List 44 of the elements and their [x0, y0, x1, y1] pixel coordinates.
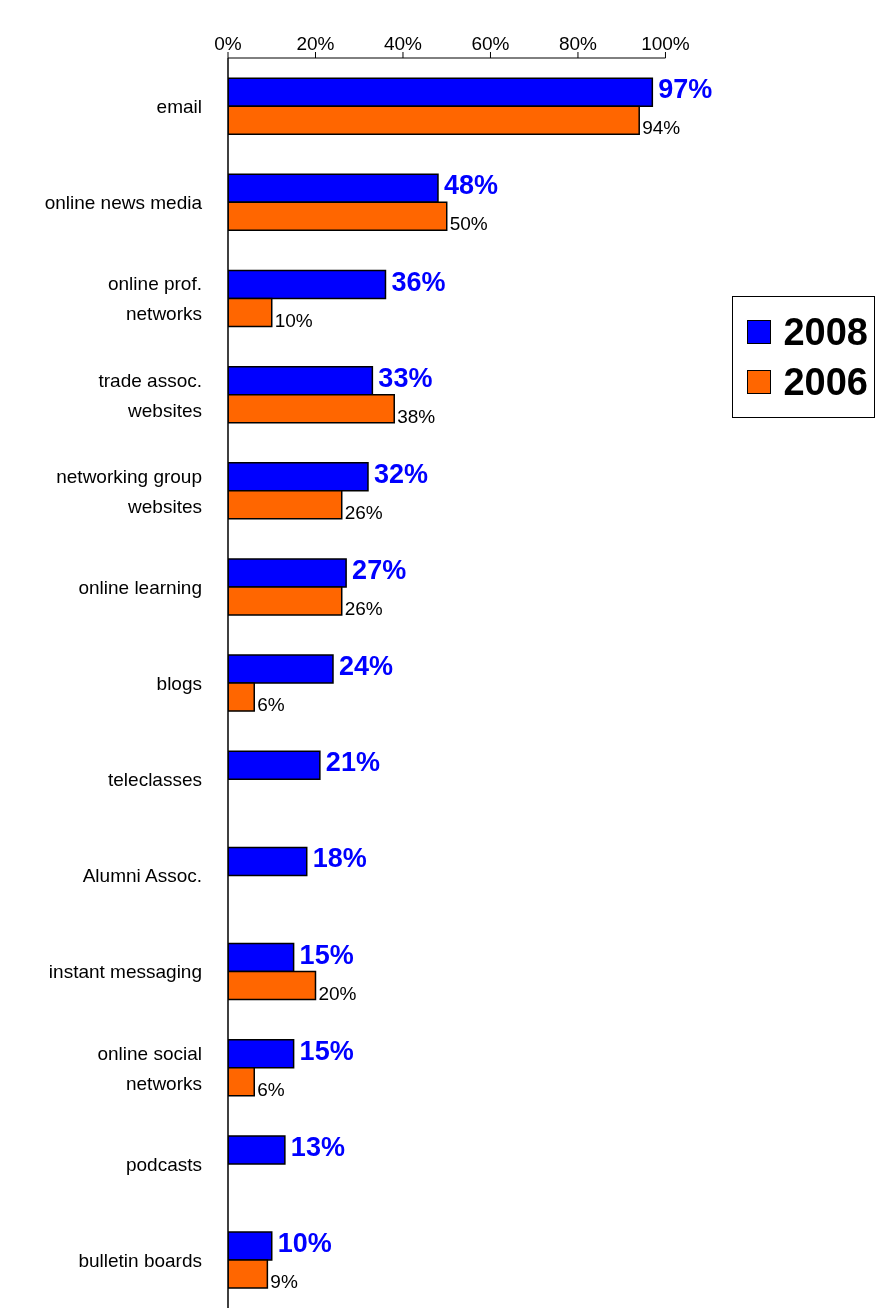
- data-label: 9%: [270, 1271, 298, 1293]
- data-label: 38%: [397, 405, 436, 427]
- y-tick-label: online learning: [78, 576, 202, 598]
- data-label: 50%: [449, 213, 488, 235]
- y-tick-label: networking group websites: [56, 465, 202, 517]
- x-tick-label: 40%: [383, 33, 423, 54]
- data-label: 24%: [338, 651, 394, 682]
- data-label: 21%: [325, 747, 380, 778]
- y-tick-label: teleclasses: [108, 769, 202, 791]
- data-label: 15%: [299, 939, 354, 970]
- data-label: 6%: [257, 1078, 285, 1100]
- y-tick-label: online prof. networks: [107, 273, 202, 325]
- data-label: 6%: [257, 694, 285, 716]
- y-tick-label: instant messaging: [48, 961, 202, 983]
- x-tick-label: 80%: [558, 33, 598, 54]
- data-label: 26%: [344, 501, 383, 523]
- data-label: 33%: [378, 362, 433, 393]
- data-label: 13%: [290, 1131, 345, 1162]
- data-label: 20%: [318, 982, 357, 1004]
- y-tick-label: email: [156, 96, 202, 118]
- data-label: 10%: [274, 309, 313, 331]
- data-label: 32%: [373, 458, 429, 489]
- y-tick-label: Alumni Assoc.: [82, 865, 202, 887]
- legend-label: 2006: [783, 360, 868, 404]
- data-label: 15%: [299, 1035, 354, 1066]
- x-tick-label: 20%: [296, 33, 335, 54]
- legend-label: 2008: [783, 310, 868, 354]
- y-tick-label: blogs: [156, 673, 202, 694]
- x-tick-label: 0%: [214, 33, 242, 54]
- data-label: 36%: [391, 266, 446, 297]
- x-tick-label: 100%: [641, 33, 690, 54]
- y-tick-label: online news media: [44, 192, 203, 214]
- y-tick-label: online social networks: [97, 1042, 202, 1094]
- y-tick-label: podcasts: [125, 1153, 202, 1175]
- data-label: 48%: [443, 170, 499, 201]
- data-label: 18%: [312, 843, 367, 874]
- data-label: 26%: [344, 597, 383, 619]
- data-label: 27%: [352, 554, 407, 585]
- data-label: 97%: [658, 74, 713, 105]
- y-tick-label: bulletin boards: [78, 1249, 202, 1271]
- x-tick-label: 60%: [471, 33, 510, 54]
- data-label: 94%: [642, 117, 681, 139]
- data-label: 10%: [277, 1228, 332, 1259]
- y-tick-label: trade assoc. websites: [98, 369, 202, 421]
